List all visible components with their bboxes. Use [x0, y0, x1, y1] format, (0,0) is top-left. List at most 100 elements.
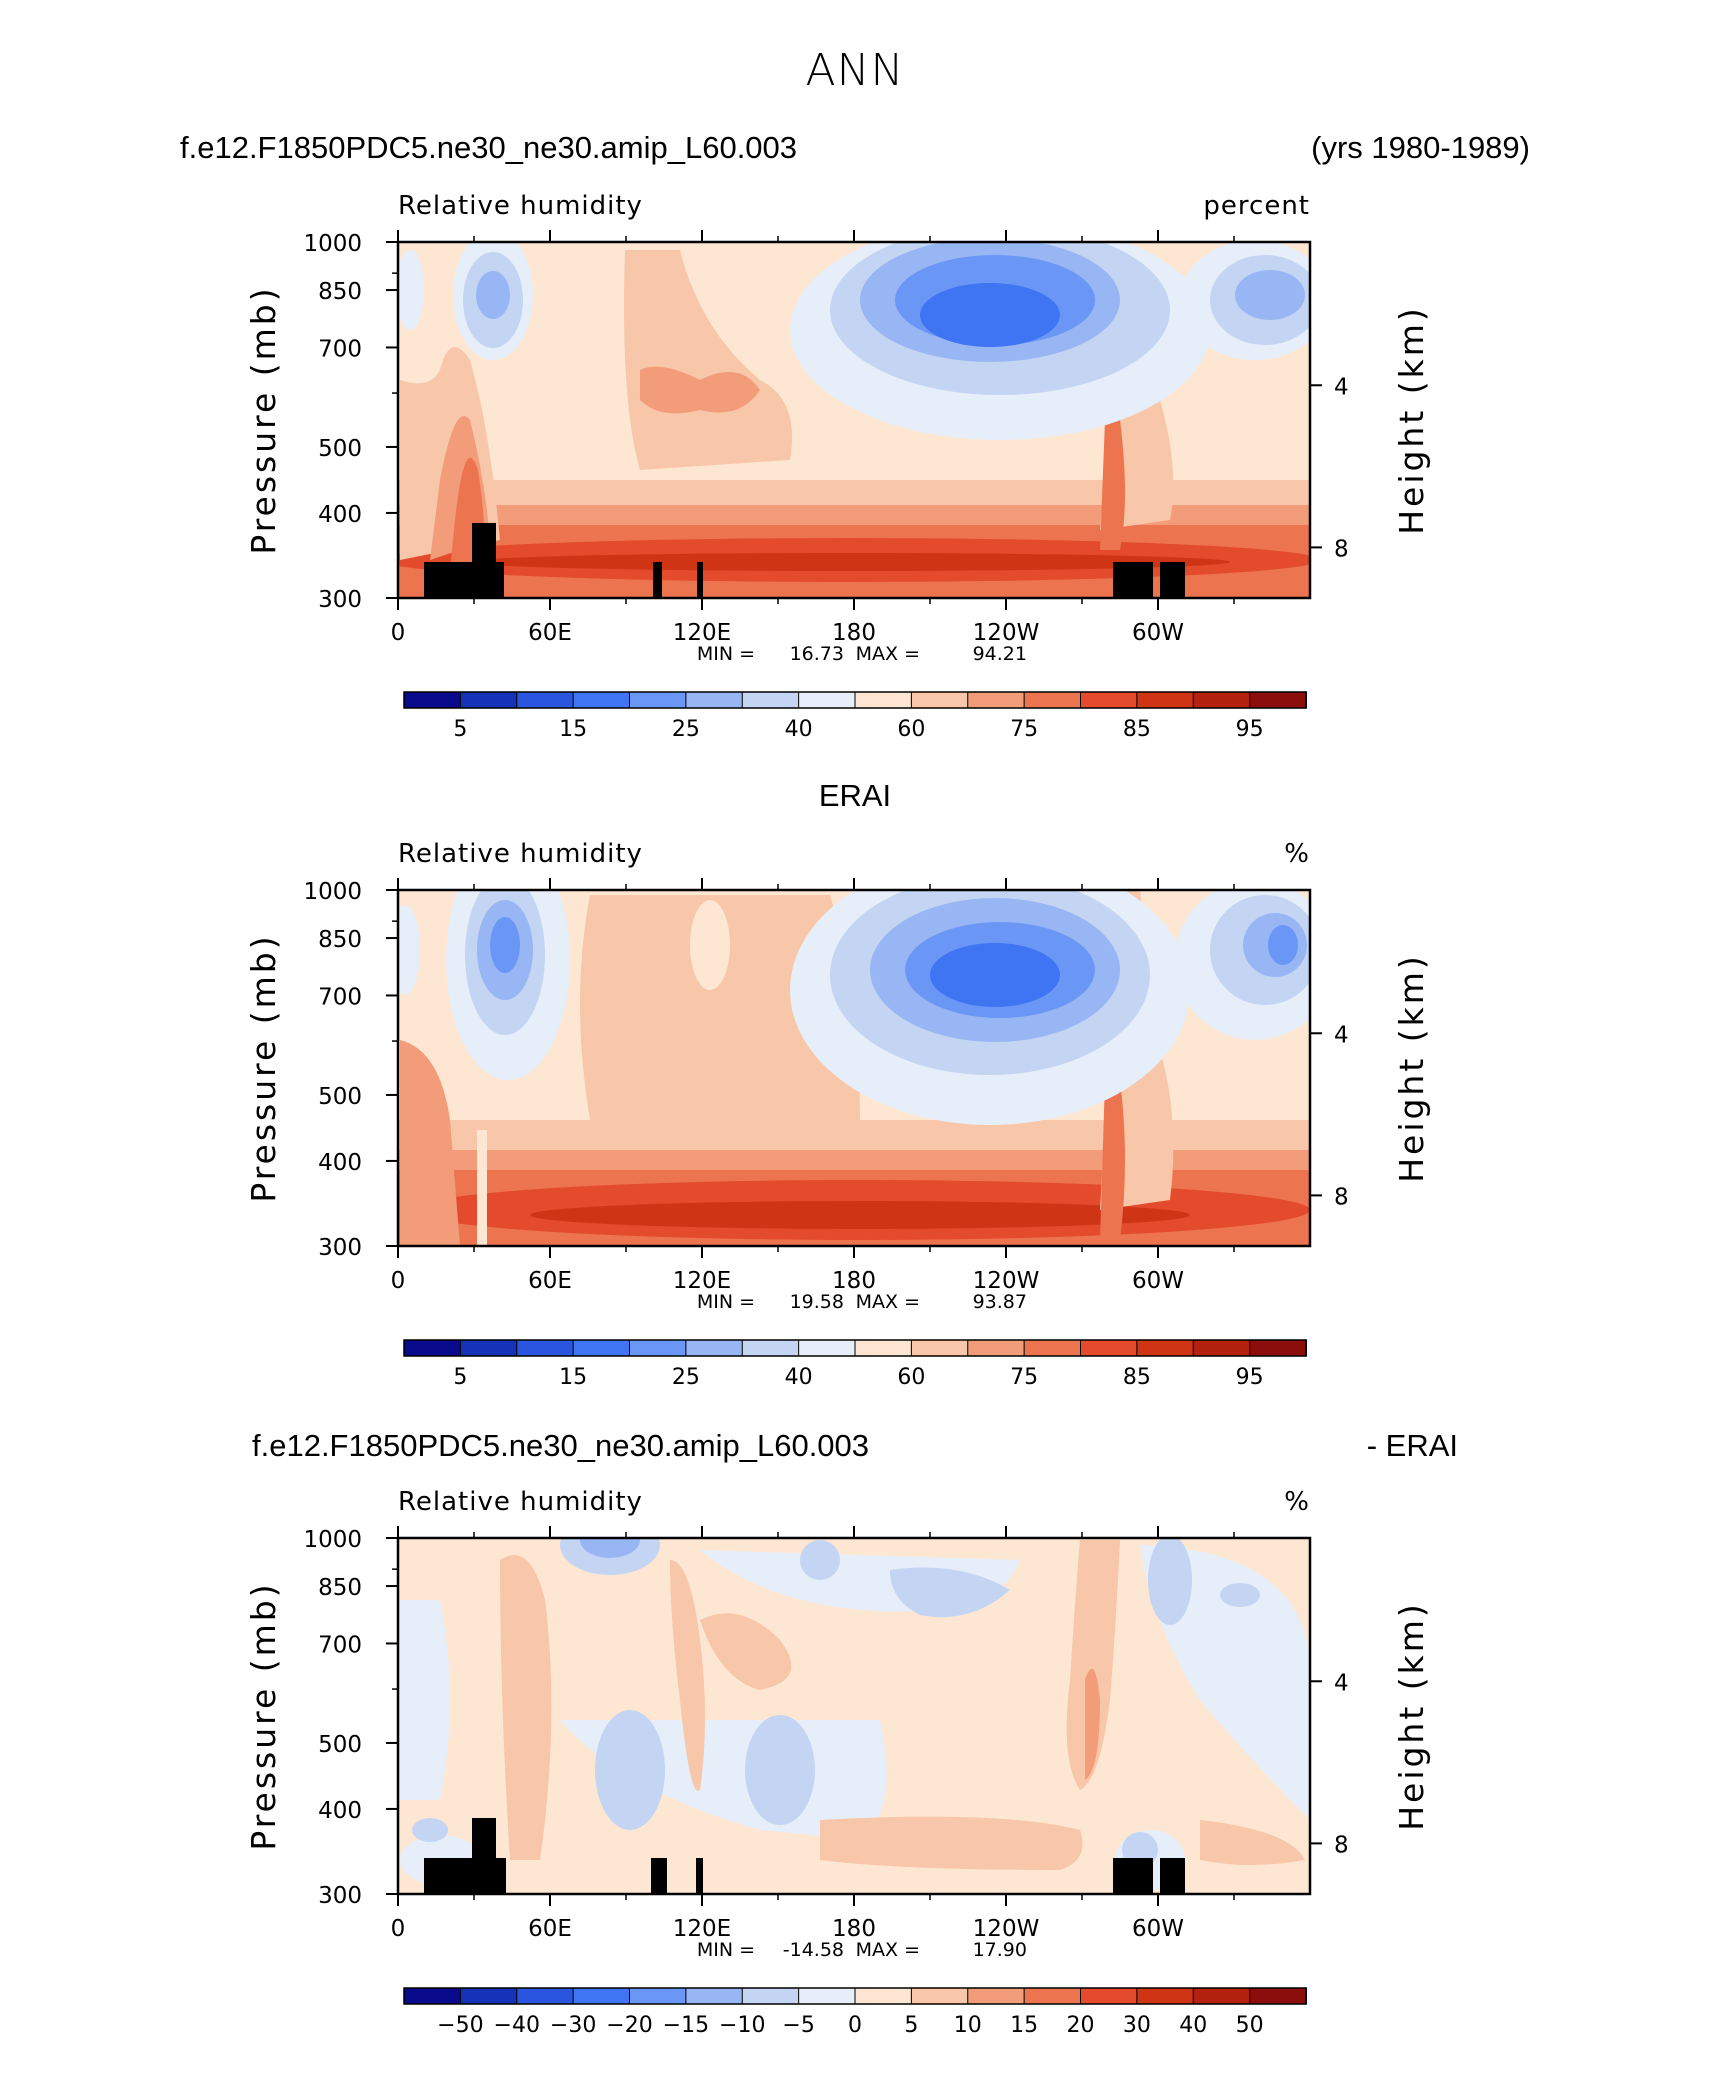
colorbar-swatch	[685, 1987, 744, 2005]
max-value: 94.21	[973, 643, 1027, 665]
panel2-axes: Relative humidity %3004005007008501000840…	[244, 839, 1431, 1390]
colorbar-swatch	[741, 1987, 800, 2005]
colorbar-label: 30	[1123, 2013, 1151, 2038]
colorbar-swatch	[798, 1987, 856, 2005]
colorbar-label: 85	[1123, 717, 1151, 742]
units-label: %	[1284, 1487, 1310, 1517]
colorbar-swatch	[1136, 691, 1195, 709]
colorbar-frame	[403, 691, 1307, 709]
panel2-plot	[398, 890, 1310, 1246]
max-value: 93.87	[973, 1291, 1027, 1313]
variable-label: Relative humidity	[398, 839, 643, 869]
ytick-label: 700	[318, 1632, 362, 1658]
units-label: percent	[1203, 191, 1310, 221]
colorbar-label: 20	[1067, 2013, 1095, 2038]
panel3-plot	[398, 1538, 1310, 1894]
colorbar-label: 5	[904, 2013, 918, 2038]
colorbar-swatch	[1192, 1339, 1251, 1357]
colorbar-swatch	[741, 1339, 800, 1357]
panel1-topography-mask	[424, 523, 1185, 598]
y-axis-right-title: Height (km)	[1392, 1601, 1431, 1831]
panel2-title: ERAI	[818, 778, 892, 813]
colorbar-swatch	[459, 1987, 518, 2005]
y-axis-title: Pressure (mb)	[244, 933, 283, 1202]
colorbar-swatch	[1080, 1339, 1138, 1357]
colorbar-label: 40	[1179, 2013, 1207, 2038]
colorbar-label: 75	[1010, 1365, 1038, 1390]
colorbar-label: 75	[1010, 717, 1038, 742]
max-label: MAX =	[856, 643, 920, 665]
ytick-label: 850	[318, 927, 362, 953]
ytick-label: 700	[318, 336, 362, 362]
colorbar-label: 95	[1236, 1365, 1264, 1390]
colorbar-swatch	[967, 691, 1026, 709]
colorbar-label: −30	[550, 2013, 596, 2038]
colorbar-label: −40	[494, 2013, 540, 2038]
ytick-label: 850	[318, 1575, 362, 1601]
colorbar: 5 15 25 40 60 75 85 95	[403, 691, 1307, 742]
y-axis-right-title: Height (km)	[1392, 953, 1431, 1183]
ytick-label: 1000	[303, 231, 362, 257]
colorbar-label: 15	[559, 717, 587, 742]
colorbar: −50 −40 −30 −20 −15 −10 −5 0 5 10 15 20 30 40 50	[403, 1987, 1307, 2038]
min-value: 16.73	[790, 643, 844, 665]
colorbar-label: −10	[719, 2013, 765, 2038]
panel1-axes: Relative humidity percent3004005007008501…	[244, 191, 1431, 742]
colorbar-label: 5	[453, 1365, 467, 1390]
colorbar-swatch	[967, 1987, 1026, 2005]
panel1-plot	[398, 242, 1310, 598]
colorbar-label: 40	[785, 1365, 813, 1390]
colorbar-swatch	[1249, 1339, 1307, 1357]
xtick-label: 120E	[673, 1268, 731, 1294]
colorbar-swatch	[854, 691, 913, 709]
colorbar-swatch	[403, 1987, 462, 2005]
max-label: MAX =	[856, 1291, 920, 1313]
colorbar-swatch	[459, 691, 518, 709]
axes-layer: Relative humidity percent3004005007008501…	[244, 191, 1431, 2038]
colorbar-swatch	[798, 1339, 856, 1357]
ytick-label: 400	[318, 1798, 362, 1824]
colorbar-swatch	[629, 1987, 687, 2005]
colorbar-swatch	[685, 1339, 744, 1357]
ytick-right-label: 4	[1334, 1022, 1349, 1048]
ytick-label: 300	[318, 1883, 362, 1909]
colorbar-swatch	[854, 1987, 913, 2005]
colorbar-swatch	[910, 1987, 969, 2005]
max-label: MAX =	[856, 1939, 920, 1961]
colorbar-frame	[403, 1987, 1307, 2005]
colorbar-label: 50	[1236, 2013, 1264, 2038]
colorbar-frame	[403, 1339, 1307, 1357]
colorbar-swatch	[798, 691, 856, 709]
panel1-case-title: f.e12.F1850PDC5.ne30_ne30.amip_L60.003	[180, 130, 798, 165]
colorbar-swatch	[967, 1339, 1026, 1357]
xtick-label: 60E	[528, 1916, 572, 1942]
ytick-right-label: 8	[1334, 536, 1349, 562]
xtick-label: 60W	[1132, 620, 1184, 646]
ytick-right-label: 8	[1334, 1832, 1349, 1858]
ytick-label: 850	[318, 279, 362, 305]
min-value: 19.58	[790, 1291, 844, 1313]
xtick-label: 60W	[1132, 1916, 1184, 1942]
colorbar-swatch	[403, 691, 462, 709]
xtick-label: 0	[391, 1916, 406, 1942]
colorbar-swatch	[516, 691, 575, 709]
colorbar-swatch	[1136, 1987, 1195, 2005]
xtick-label: 120E	[673, 620, 731, 646]
panel3-diff-label: - ERAI	[1366, 1428, 1458, 1463]
colorbar-label: −15	[663, 2013, 709, 2038]
min-label: MIN =	[697, 1291, 755, 1313]
panel1-years: (yrs 1980-1989)	[1311, 130, 1530, 165]
ytick-label: 500	[318, 1084, 362, 1110]
colorbar-swatch	[910, 1339, 969, 1357]
colorbar-label: 0	[848, 2013, 862, 2038]
ytick-label: 1000	[303, 1527, 362, 1553]
colorbar-swatch	[1192, 691, 1251, 709]
colorbar-swatch	[629, 1339, 687, 1357]
y-axis-title: Pressure (mb)	[244, 1581, 283, 1850]
xtick-label: 120E	[673, 1916, 731, 1942]
colorbar: 5 15 25 40 60 75 85 95	[403, 1339, 1307, 1390]
colorbar-swatch	[516, 1987, 575, 2005]
variable-label: Relative humidity	[398, 191, 643, 221]
ytick-label: 500	[318, 1732, 362, 1758]
